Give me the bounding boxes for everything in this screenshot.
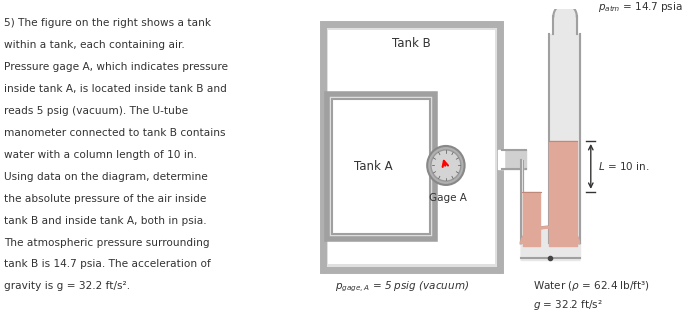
Text: Using data on the diagram, determine: Using data on the diagram, determine	[3, 172, 207, 182]
Text: $p_{atm}$ = 14.7 psia: $p_{atm}$ = 14.7 psia	[598, 0, 683, 13]
Text: reads 5 psig (vacuum). The U-tube: reads 5 psig (vacuum). The U-tube	[3, 106, 188, 116]
Bar	[327, 94, 435, 239]
Text: tank B and inside tank A, both in psia.: tank B and inside tank A, both in psia.	[3, 216, 207, 226]
Circle shape	[431, 150, 461, 181]
Polygon shape	[521, 226, 580, 243]
Text: $L$ = 10 in.: $L$ = 10 in.	[598, 160, 650, 172]
Text: $p_{gage, A}$ = 5 psig (vacuum): $p_{gage, A}$ = 5 psig (vacuum)	[335, 280, 469, 294]
Text: inside tank A, is located inside tank B and: inside tank A, is located inside tank B …	[3, 84, 227, 94]
Text: manometer connected to tank B contains: manometer connected to tank B contains	[3, 128, 225, 138]
Text: Gage A: Gage A	[429, 193, 466, 203]
Text: Tank B: Tank B	[392, 37, 430, 50]
Text: Water ($\rho$ = 62.4 lb/ft³)
$g$ = 32.2 ft/s²: Water ($\rho$ = 62.4 lb/ft³) $g$ = 32.2 …	[533, 280, 650, 312]
Bar	[323, 24, 500, 270]
Text: tank B is 14.7 psia. The acceleration of: tank B is 14.7 psia. The acceleration of	[3, 259, 211, 269]
Bar	[328, 30, 495, 264]
Circle shape	[427, 146, 464, 185]
Text: within a tank, each containing air.: within a tank, each containing air.	[3, 40, 184, 50]
Bar	[332, 99, 430, 234]
Text: the absolute pressure of the air inside: the absolute pressure of the air inside	[3, 194, 206, 204]
Text: Pressure gage A, which indicates pressure: Pressure gage A, which indicates pressur…	[3, 62, 228, 72]
Text: The atmospheric pressure surrounding: The atmospheric pressure surrounding	[3, 238, 209, 248]
Text: water with a column length of 10 in.: water with a column length of 10 in.	[3, 150, 197, 160]
Text: gravity is g = 32.2 ft/s².: gravity is g = 32.2 ft/s².	[3, 282, 130, 291]
Text: 5) The figure on the right shows a tank: 5) The figure on the right shows a tank	[3, 18, 211, 28]
Text: Tank A: Tank A	[354, 160, 392, 173]
